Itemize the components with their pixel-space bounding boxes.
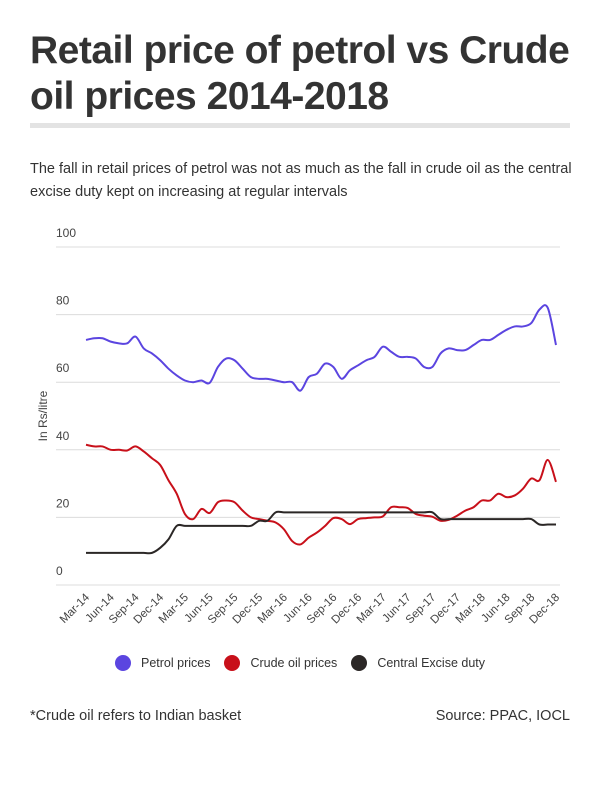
- source-note: Source: PPAC, IOCL: [435, 708, 570, 724]
- footnote: *Crude oil refers to Indian basket: [30, 708, 242, 724]
- chart-title: Retail price of petrol vs Crude oil pric…: [30, 29, 570, 118]
- y-tick-label: 40: [56, 429, 70, 443]
- legend-item: Central Excise duty: [351, 655, 485, 671]
- series-line-petrol-prices: [85, 304, 557, 392]
- y-tick-label: 80: [56, 294, 70, 308]
- y-tick-label: 0: [56, 564, 63, 578]
- legend-swatch: [114, 655, 131, 671]
- title-divider: [30, 123, 570, 128]
- y-tick-label: 100: [56, 226, 76, 240]
- legend-swatch: [224, 655, 241, 671]
- series-line-crude-oil-prices: [85, 443, 557, 546]
- legend-label: Crude oil prices: [250, 656, 338, 670]
- legend-label: Central Excise duty: [377, 656, 485, 670]
- legend-item: Petrol prices: [114, 655, 211, 671]
- legend-label: Petrol prices: [140, 656, 211, 670]
- y-tick-label: 20: [56, 496, 70, 510]
- y-tick-label: 60: [56, 361, 70, 375]
- y-axis-label: In Rs/litre: [36, 390, 50, 441]
- legend: Petrol prices Crude oil prices Central Exc…: [0, 655, 600, 671]
- series-line-central-excise-duty: [85, 510, 556, 555]
- chart-subtitle: The fall in retail prices of petrol was …: [30, 161, 572, 200]
- legend-item: Crude oil prices: [224, 655, 337, 671]
- legend-swatch: [351, 655, 368, 671]
